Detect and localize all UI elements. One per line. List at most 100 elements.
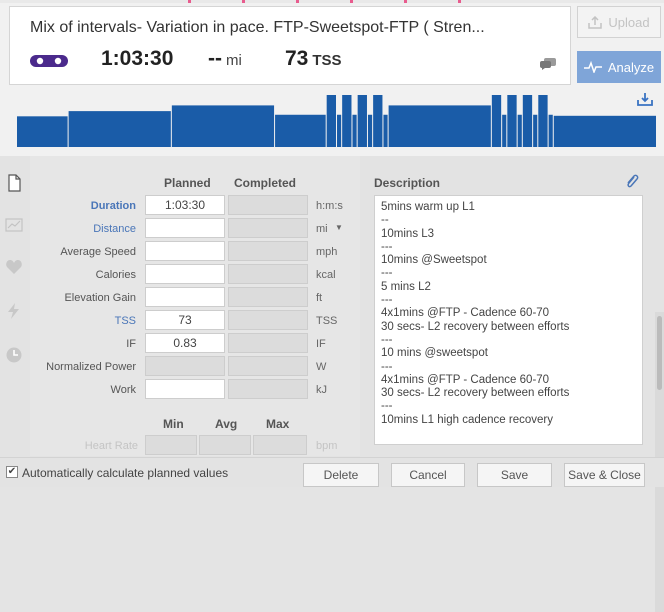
description-line: 5mins warm up L1 bbox=[381, 201, 475, 213]
elevation-gain-unit: ft bbox=[316, 292, 323, 304]
normalized-power-label: Normalized Power bbox=[46, 361, 136, 373]
progress-dash bbox=[458, 0, 461, 3]
workout-interval-bar[interactable] bbox=[502, 114, 507, 147]
workout-interval-bar[interactable] bbox=[553, 115, 656, 147]
workout-title[interactable]: Mix of intervals- Variation in pace. FTP… bbox=[30, 19, 485, 36]
max-header: Max bbox=[266, 417, 290, 431]
workout-interval-bar[interactable] bbox=[491, 95, 502, 147]
duration-label[interactable]: Duration bbox=[90, 200, 136, 212]
tss-unit: TSS bbox=[312, 52, 342, 69]
description-textarea[interactable]: 5mins warm up L1 -- 10mins L3 --- 10mins @Sw… bbox=[374, 195, 643, 445]
lightning-icon[interactable] bbox=[5, 302, 23, 320]
description-line: 4x1mins @FTP - Cadence 60-70 bbox=[381, 373, 550, 386]
workout-interval-bar[interactable] bbox=[171, 105, 275, 147]
save-close-button[interactable]: Save & Close bbox=[564, 463, 645, 487]
heart-icon[interactable] bbox=[5, 258, 23, 276]
workout-interval-bar[interactable] bbox=[357, 95, 367, 147]
workout-summary-card: Mix of intervals- Variation in pace. FTP… bbox=[9, 6, 571, 85]
upload-label: Upload bbox=[608, 14, 650, 30]
workout-interval-bar[interactable] bbox=[507, 95, 517, 147]
min-header: Min bbox=[163, 417, 184, 431]
workout-interval-bar[interactable] bbox=[275, 114, 326, 147]
workout-interval-bar[interactable] bbox=[17, 116, 68, 147]
description-line: 30 secs- L2 recovery between efforts bbox=[381, 320, 570, 333]
distance-unit-dropdown-icon[interactable]: ▼ bbox=[335, 223, 343, 232]
paperclip-icon[interactable] bbox=[625, 173, 639, 189]
tss-completed-input bbox=[228, 310, 308, 330]
chart-icon[interactable] bbox=[5, 216, 23, 234]
workout-header-area: Mix of intervals- Variation in pace. FTP… bbox=[0, 0, 664, 156]
workout-interval-bar[interactable] bbox=[337, 114, 342, 147]
workout-interval-bar[interactable] bbox=[388, 105, 491, 147]
work-planned-input[interactable] bbox=[145, 379, 225, 399]
planned-header: Planned bbox=[164, 176, 211, 190]
progress-dash bbox=[350, 0, 353, 3]
description-line: --- bbox=[381, 360, 393, 373]
heart-rate-min bbox=[145, 435, 197, 455]
calories-completed-input bbox=[228, 264, 308, 284]
description-line: 10mins L1 high cadence recovery bbox=[381, 413, 553, 426]
description-line: 4x1mins @FTP - Cadence 60-70 bbox=[381, 307, 550, 320]
workout-interval-bar[interactable] bbox=[68, 111, 171, 147]
progress-dash bbox=[242, 0, 245, 3]
if-planned-input[interactable]: 0.83 bbox=[145, 333, 225, 353]
progress-dash bbox=[188, 0, 191, 3]
normalized-power-completed-input bbox=[228, 356, 308, 376]
auto-calc-checkbox[interactable]: ✔ bbox=[6, 466, 18, 478]
progress-dash bbox=[296, 0, 299, 3]
description-line: --- bbox=[381, 294, 393, 307]
workout-interval-bar[interactable] bbox=[383, 114, 388, 147]
workout-interval-bar[interactable] bbox=[538, 95, 548, 147]
workout-interval-bar[interactable] bbox=[326, 95, 336, 147]
workout-interval-bar[interactable] bbox=[533, 114, 538, 147]
distance-unit: mi bbox=[226, 52, 242, 69]
avg-header: Avg bbox=[215, 417, 238, 431]
workout-interval-bar[interactable] bbox=[522, 95, 533, 147]
workout-interval-bar[interactable] bbox=[517, 114, 522, 147]
upload-icon bbox=[588, 15, 603, 29]
elevation-gain-planned-input[interactable] bbox=[145, 287, 225, 307]
upload-button[interactable]: Upload bbox=[577, 6, 661, 38]
download-icon[interactable] bbox=[637, 92, 653, 106]
calories-planned-input[interactable] bbox=[145, 264, 225, 284]
duration-completed-input bbox=[228, 195, 308, 215]
work-label: Work bbox=[110, 384, 136, 396]
average-speed-planned-input[interactable] bbox=[145, 241, 225, 261]
distance-planned-input[interactable] bbox=[145, 218, 225, 238]
duration-planned-input[interactable]: 1:03:30 bbox=[145, 195, 225, 215]
description-line: 10mins @Sweetspot bbox=[381, 254, 487, 267]
comment-icon[interactable] bbox=[540, 58, 556, 70]
workout-structure-chart[interactable] bbox=[17, 95, 657, 147]
tss-summary: 73 TSS bbox=[285, 47, 342, 71]
cancel-button[interactable]: Cancel bbox=[391, 463, 465, 487]
heart-rate-unit: bpm bbox=[316, 440, 338, 452]
workout-interval-bar[interactable] bbox=[352, 114, 357, 147]
scrollbar-thumb[interactable] bbox=[657, 316, 662, 390]
average-speed-unit: mph bbox=[316, 246, 338, 258]
elevation-gain-label: Elevation Gain bbox=[64, 292, 136, 304]
duration-value: 1:03:30 bbox=[101, 47, 174, 70]
normalized-power-unit: W bbox=[316, 361, 327, 373]
analyze-button[interactable]: Analyze bbox=[577, 51, 661, 83]
tss-unit: TSS bbox=[316, 315, 338, 327]
tss-label[interactable]: TSS bbox=[114, 315, 136, 327]
distance-value: -- bbox=[208, 47, 222, 70]
workout-interval-bar[interactable] bbox=[373, 95, 383, 147]
elevation-gain-completed-input bbox=[228, 287, 308, 307]
description-line: --- bbox=[381, 400, 393, 413]
average-speed-label: Average Speed bbox=[60, 246, 136, 258]
workout-metrics-form: Planned Completed Duration 1:03:30 h:m:s Di… bbox=[30, 156, 360, 456]
tss-planned-input[interactable]: 73 bbox=[145, 310, 225, 330]
description-label: Description bbox=[374, 176, 441, 190]
average-speed-completed-input bbox=[228, 241, 308, 261]
workout-interval-bar[interactable] bbox=[548, 114, 553, 147]
description-line: 30 secs- L2 recovery between efforts bbox=[381, 387, 570, 400]
distance-label[interactable]: Distance bbox=[93, 223, 136, 235]
workout-interval-bar[interactable] bbox=[342, 95, 352, 147]
detail-tab-bar bbox=[0, 156, 28, 456]
save-button[interactable]: Save bbox=[477, 463, 552, 487]
workout-interval-bar[interactable] bbox=[367, 114, 373, 147]
clock-icon[interactable] bbox=[5, 346, 23, 364]
delete-button[interactable]: Delete bbox=[303, 463, 379, 487]
document-icon[interactable] bbox=[5, 174, 23, 192]
